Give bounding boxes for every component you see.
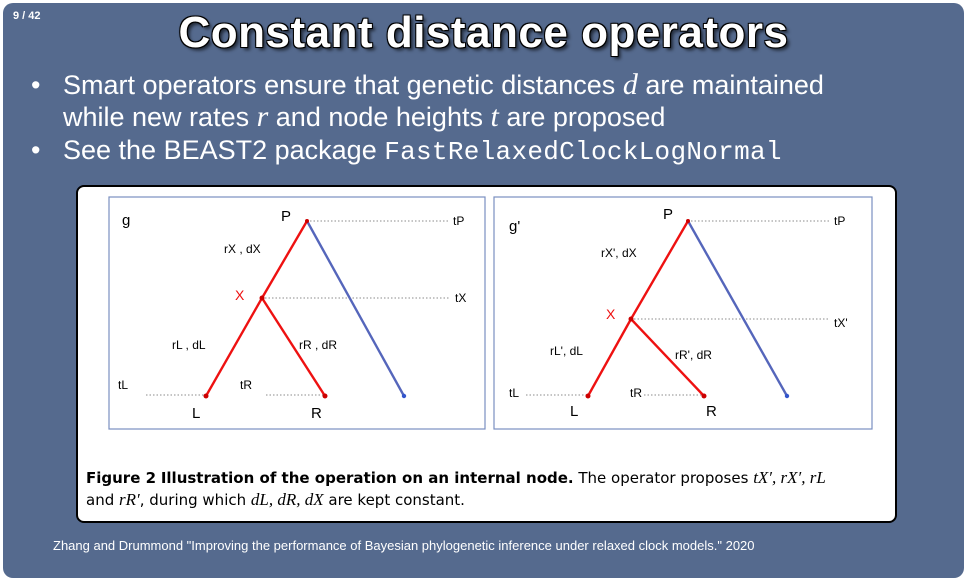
node-X: X [606, 306, 616, 322]
node-X: X [235, 287, 245, 303]
edge-l [204, 297, 264, 397]
bullet-dot: • [31, 70, 41, 100]
slide: 9 / 42 Constant distance operators • Sma… [3, 3, 964, 578]
package-name: FastRelaxedClockLogNormal [384, 137, 782, 167]
node-dot [701, 393, 707, 399]
math-r: r [256, 100, 269, 133]
node-dot [686, 219, 690, 223]
edge-label-x: rX', dX [601, 246, 637, 260]
node-L: L [192, 405, 200, 422]
caption-text: The operator proposes [573, 469, 754, 487]
panel-g: g P X L R rX , d [108, 196, 486, 430]
edge-blue [686, 220, 789, 397]
node-P: P [281, 208, 291, 225]
page-number: 9 / 42 [13, 10, 41, 22]
node-dot [322, 393, 328, 399]
edge-label-l: rL , dL [172, 338, 206, 352]
panel-tag: g' [509, 218, 520, 235]
bullet-text: Smart operators ensure that genetic dist… [63, 70, 623, 100]
edge-label-r: rR', dR [675, 348, 712, 362]
node-P: P [663, 206, 673, 223]
edge-x [260, 220, 309, 299]
citation: Zhang and Drummond "Improving the perfor… [53, 538, 755, 553]
bullet-text: while new rates [63, 102, 257, 132]
bullet-dot: • [31, 135, 41, 165]
edge-x [629, 220, 690, 320]
edge-r [260, 297, 327, 397]
bullet-text: are maintained [637, 70, 824, 100]
bullet-item-2: • See the BEAST2 package FastRelaxedCloc… [31, 134, 951, 168]
bullet-list: • Smart operators ensure that genetic di… [31, 69, 951, 168]
node-dot [305, 219, 309, 223]
node-dot [203, 393, 209, 399]
height-tP: tP [453, 214, 464, 228]
height-tR: tR [240, 378, 252, 392]
figure: g P X L R rX , d [76, 185, 897, 523]
height-tR: tR [630, 386, 642, 400]
tree-diagram: g P X L R rX , d [108, 196, 873, 430]
edge-label-l: rL', dL [550, 344, 583, 358]
node-R: R [706, 403, 717, 420]
edge-blue [305, 220, 406, 397]
caption-math: tX′, rX′, rL [753, 468, 826, 487]
bullet-text: See the BEAST2 package [63, 135, 385, 165]
bullet-item-1: • Smart operators ensure that genetic di… [31, 69, 951, 133]
bullet-text: are proposed [498, 102, 666, 132]
caption-heading: Illustration of the operation on an inte… [160, 469, 574, 487]
node-dot [259, 295, 265, 301]
panel-border [493, 196, 873, 430]
node-dot [585, 393, 591, 399]
height-tL: tL [509, 386, 519, 400]
node-dot [401, 393, 407, 399]
math-d: d [622, 68, 638, 101]
edge-l [586, 318, 633, 397]
caption-text: and [86, 491, 119, 509]
slide-title: Constant distance operators [178, 8, 789, 57]
caption-label: Figure 2 [86, 469, 157, 487]
edge-label-r: rR , dR [299, 338, 337, 352]
caption-math: rR′ [119, 490, 140, 509]
height-tX: tX [455, 291, 466, 305]
edge-label-x: rX , dX [224, 242, 261, 256]
height-tP: tP [834, 214, 845, 228]
caption-text: are kept constant. [323, 491, 465, 509]
edge-r [630, 318, 705, 397]
node-dot [784, 393, 790, 399]
node-dot [628, 316, 634, 322]
height-tL: tL [118, 378, 128, 392]
panel-border [108, 196, 486, 430]
panel-g-prime: g' P X L R rX', dX rL', dL [493, 196, 873, 430]
figure-caption: Figure 2 Illustration of the operation o… [86, 467, 886, 511]
caption-math: dL, dR, dX [250, 490, 324, 509]
node-L: L [570, 403, 578, 420]
caption-text: , during which [139, 491, 251, 509]
panel-tag: g [122, 212, 130, 229]
node-R: R [311, 405, 322, 422]
bullet-text: and node heights [268, 102, 491, 132]
height-tX: tX' [834, 316, 848, 330]
math-t: t [490, 100, 499, 133]
